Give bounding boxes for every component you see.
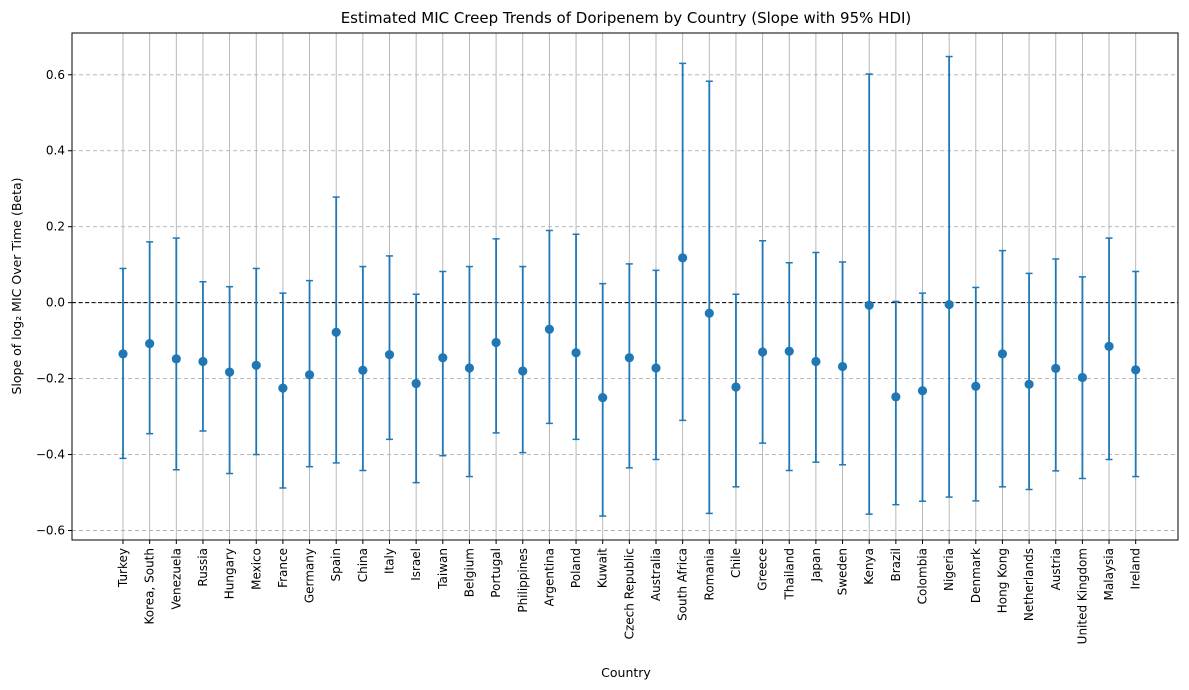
x-tick-label: China xyxy=(356,548,370,582)
data-point xyxy=(1104,341,1114,351)
data-point xyxy=(758,347,768,357)
x-tick-label: Venezuela xyxy=(169,548,183,610)
x-tick-label: United Kingdom xyxy=(1075,548,1089,644)
x-tick-label: Malaysia xyxy=(1102,548,1116,600)
data-point xyxy=(198,356,208,367)
y-axis-label: Slope of log₂ MIC Over Time (Beta) xyxy=(9,177,24,394)
data-point xyxy=(225,367,235,377)
y-tick-label: 0.6 xyxy=(46,68,65,82)
x-tick-label: Kenya xyxy=(862,548,876,585)
x-tick-label: Taiwan xyxy=(436,548,450,590)
x-tick-label: Russia xyxy=(196,548,210,587)
data-point xyxy=(278,383,288,393)
data-point xyxy=(571,348,581,358)
plot-frame xyxy=(71,32,1179,541)
x-tick-label: Spain xyxy=(329,548,343,582)
x-tick-label: Poland xyxy=(569,548,583,588)
x-tick-label: Germany xyxy=(303,548,317,603)
data-point xyxy=(651,363,661,373)
x-tick-label: Argentina xyxy=(542,548,556,607)
y-tick-label: −0.6 xyxy=(36,524,65,538)
x-tick-label: Colombia xyxy=(916,548,930,604)
data-point xyxy=(864,300,874,310)
x-tick-label: Turkey xyxy=(116,548,130,588)
x-tick-label: Korea, South xyxy=(143,548,157,625)
x-tick-label: South Africa xyxy=(676,548,690,621)
x-tick-label: Greece xyxy=(756,548,770,591)
y-tick-label: −0.4 xyxy=(36,448,65,462)
chart-title: Estimated MIC Creep Trends of Doripenem … xyxy=(341,9,912,27)
data-point xyxy=(1077,372,1087,383)
data-point xyxy=(358,365,368,375)
x-tick-label: Sweden xyxy=(836,548,850,595)
x-tick-label: Italy xyxy=(383,548,397,574)
x-tick-label: Ireland xyxy=(1129,548,1143,590)
x-tick-label: Philippines xyxy=(516,548,530,613)
y-tick-label: 0.4 xyxy=(46,144,65,158)
data-point xyxy=(304,370,315,380)
x-tick-label: Hong Kong xyxy=(995,548,1009,613)
data-point xyxy=(331,327,341,337)
data-point xyxy=(464,363,475,373)
data-point xyxy=(891,392,901,402)
y-axis: −0.6 −0.4 −0.2 0.0 0.2 0.4 0.6 xyxy=(36,68,72,538)
x-axis: Turkey Korea, South Venezuela Russia Hungary… xyxy=(116,540,1143,644)
data-point xyxy=(917,386,928,396)
x-tick-label: Brazil xyxy=(889,548,903,582)
x-tick-label: Chile xyxy=(729,548,743,578)
data-point xyxy=(1024,379,1034,389)
data-point xyxy=(251,360,261,370)
y-tick-label: 0.2 xyxy=(46,220,65,234)
data-point xyxy=(731,382,741,392)
x-tick-label: Israel xyxy=(409,548,423,581)
data-point xyxy=(1131,365,1141,375)
x-tick-label: Netherlands xyxy=(1022,548,1036,621)
x-tick-label: Kuwait xyxy=(596,548,610,588)
data-point xyxy=(384,350,395,360)
x-tick-label: Belgium xyxy=(462,548,476,597)
x-tick-label: Nigeria xyxy=(942,548,956,591)
data-point xyxy=(837,361,848,372)
x-tick-label: Thailand xyxy=(782,548,796,601)
data-point xyxy=(491,337,501,348)
x-tick-label: Portugal xyxy=(489,548,503,598)
x-tick-label: Romania xyxy=(702,548,716,600)
y-tick-label: 0.0 xyxy=(46,296,65,310)
data-point xyxy=(171,354,181,364)
data-point xyxy=(544,324,555,334)
data-point xyxy=(145,339,155,349)
data-point xyxy=(704,308,714,318)
data-point xyxy=(118,349,128,359)
x-tick-label: Mexico xyxy=(249,548,263,590)
data-points xyxy=(118,253,1141,403)
data-point xyxy=(811,356,821,367)
x-tick-label: Australia xyxy=(649,548,663,601)
x-tick-label: Japan xyxy=(809,548,823,582)
data-point xyxy=(1051,363,1061,373)
error-bars xyxy=(119,55,1140,517)
data-point xyxy=(944,299,954,310)
data-point xyxy=(518,366,528,376)
x-axis-label: Country xyxy=(601,665,651,680)
x-tick-label: Czech Republic xyxy=(622,548,636,639)
data-point xyxy=(411,378,421,389)
x-tick-label: Hungary xyxy=(223,548,237,599)
data-point xyxy=(997,349,1008,359)
data-point xyxy=(971,381,981,391)
x-tick-label: Austria xyxy=(1049,548,1063,590)
data-point xyxy=(438,353,448,363)
data-point xyxy=(598,392,608,403)
data-point xyxy=(678,253,688,263)
x-tick-label: Denmark xyxy=(969,548,983,603)
data-point xyxy=(624,353,634,363)
x-tick-label: France xyxy=(276,548,290,588)
data-point xyxy=(784,346,794,356)
y-tick-label: −0.2 xyxy=(36,372,65,386)
